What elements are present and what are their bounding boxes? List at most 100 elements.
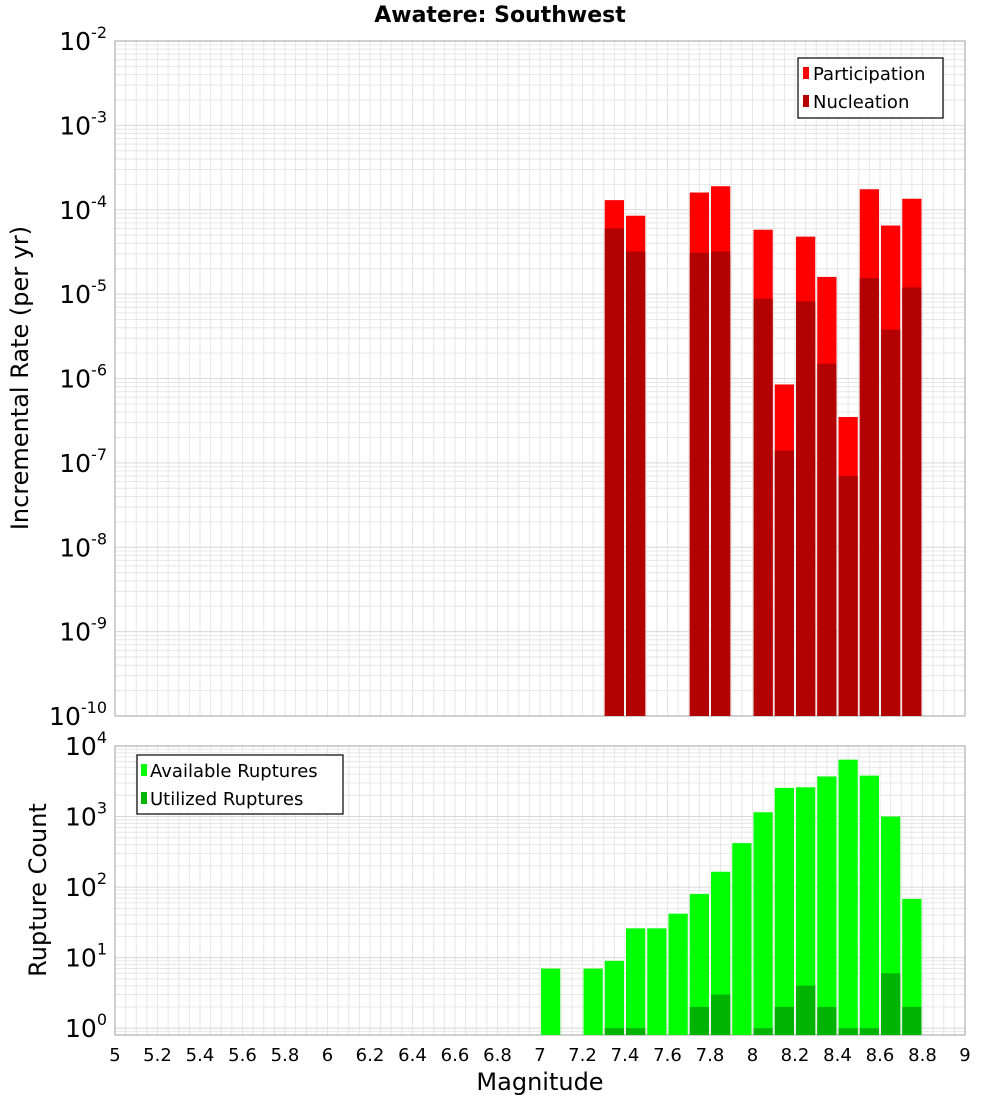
count-bar-utilized bbox=[902, 1006, 922, 1035]
chart-title: Awatere: Southwest bbox=[374, 3, 626, 28]
rate-bar-nucleation bbox=[881, 329, 901, 716]
count-bar-available bbox=[647, 928, 667, 1035]
x-tick-label: 8 bbox=[747, 1045, 758, 1066]
count-bar-available bbox=[774, 787, 794, 1035]
count-legend-box bbox=[136, 754, 344, 815]
x-tick-label: 8.2 bbox=[781, 1045, 810, 1066]
legend-swatch-nucleation bbox=[803, 95, 809, 107]
x-tick-label: 7.4 bbox=[611, 1045, 640, 1066]
x-tick-label: 6.8 bbox=[483, 1045, 512, 1066]
x-tick-label: 7.2 bbox=[568, 1045, 597, 1066]
rate-panel: 10-10 10-9 10-8 10-7 10-6 10-5 10-4 10-3 10-2 In… bbox=[6, 23, 966, 731]
x-tick-label: 6 bbox=[322, 1045, 333, 1066]
x-tick-label: 5.6 bbox=[228, 1045, 257, 1066]
count-panel-y-ticks: 100 101 102 103 104 bbox=[65, 728, 107, 1043]
rate-y-tick-label: 10-9 bbox=[59, 614, 107, 647]
x-tick-label: 8.4 bbox=[823, 1045, 852, 1066]
rate-bar-nucleation bbox=[838, 475, 858, 716]
x-tick-label: 6.2 bbox=[356, 1045, 385, 1066]
count-bar-utilized bbox=[796, 985, 816, 1035]
rate-y-axis-label: Incremental Rate (per yr) bbox=[6, 226, 34, 530]
count-bar-utilized bbox=[753, 1028, 773, 1035]
count-bar-available bbox=[583, 968, 603, 1035]
legend-swatch-utilized bbox=[141, 792, 147, 804]
x-tick-label: 8.8 bbox=[908, 1045, 937, 1066]
rate-bar-nucleation bbox=[774, 450, 794, 716]
count-bar-available bbox=[902, 898, 922, 1035]
count-bar-available bbox=[817, 776, 837, 1035]
rate-y-tick-label: 10-8 bbox=[59, 529, 107, 562]
x-tick-label: 6.6 bbox=[441, 1045, 470, 1066]
count-bar-available bbox=[711, 871, 731, 1035]
rate-y-tick-label: 10-4 bbox=[59, 192, 107, 225]
count-bar-available bbox=[604, 960, 624, 1035]
legend-label-nucleation: Nucleation bbox=[813, 92, 909, 113]
rate-panel-y-ticks: 10-10 10-9 10-8 10-7 10-6 10-5 10-4 10-3 10-2 bbox=[49, 23, 107, 731]
x-axis-label: Magnitude bbox=[476, 1068, 603, 1096]
rate-bar-nucleation bbox=[859, 278, 879, 716]
rate-y-tick-label: 10-2 bbox=[59, 23, 107, 56]
rate-legend-box bbox=[797, 57, 944, 119]
legend-label-utilized: Utilized Ruptures bbox=[150, 789, 303, 810]
count-y-tick-label: 104 bbox=[65, 728, 107, 761]
rate-bar-nucleation bbox=[711, 251, 731, 716]
count-bar-available bbox=[626, 928, 646, 1035]
count-bar-available bbox=[859, 775, 879, 1035]
rate-bar-nucleation bbox=[796, 301, 816, 716]
count-y-tick-label: 101 bbox=[65, 940, 107, 973]
count-bar-available bbox=[541, 968, 561, 1035]
rate-bar-nucleation bbox=[604, 228, 624, 716]
count-bar-available bbox=[668, 913, 688, 1035]
legend-label-participation: Participation bbox=[813, 64, 925, 85]
count-bar-utilized bbox=[774, 1006, 794, 1035]
x-tick-label: 7.8 bbox=[696, 1045, 725, 1066]
rate-panel-grid bbox=[114, 40, 966, 717]
x-tick-label: 8.6 bbox=[866, 1045, 895, 1066]
x-tick-label: 5.4 bbox=[186, 1045, 215, 1066]
count-bar-utilized bbox=[881, 973, 901, 1035]
rate-bar-nucleation bbox=[753, 298, 773, 716]
count-bar-available bbox=[838, 759, 858, 1035]
rate-y-tick-label: 10-3 bbox=[59, 107, 107, 140]
count-bar-utilized bbox=[859, 1028, 879, 1035]
rate-bar-nucleation bbox=[689, 252, 709, 716]
count-bar-utilized bbox=[689, 1006, 709, 1035]
legend-label-available: Available Ruptures bbox=[150, 761, 318, 782]
count-bar-utilized bbox=[604, 1028, 624, 1035]
count-panel-frame bbox=[114, 745, 966, 1036]
rate-y-tick-label: 10-7 bbox=[59, 445, 107, 478]
rate-bar-nucleation bbox=[626, 251, 646, 716]
count-bar-utilized bbox=[626, 1028, 646, 1035]
x-tick-label: 7.6 bbox=[653, 1045, 682, 1066]
rate-y-tick-label: 10-5 bbox=[59, 276, 107, 309]
x-tick-label: 5 bbox=[109, 1045, 120, 1066]
count-bar-utilized bbox=[838, 1028, 858, 1035]
count-bar-available bbox=[732, 843, 752, 1035]
count-y-tick-label: 100 bbox=[65, 1010, 107, 1043]
x-tick-label: 7 bbox=[534, 1045, 545, 1066]
x-axis-ticks: 5 5.2 5.4 5.6 5.8 6 6.2 6.4 6.6 6.8 7 7.2 7.4 7.6 7.8 8… bbox=[109, 1045, 970, 1066]
rate-bar-nucleation bbox=[902, 287, 922, 716]
count-panel: 100 101 102 103 104 5 5.2 5.4 5.6 5.8 6 6.2 6.4 6.6 6… bbox=[24, 728, 971, 1096]
x-tick-label: 9 bbox=[959, 1045, 970, 1066]
count-y-tick-label: 102 bbox=[65, 869, 107, 902]
count-bar-available bbox=[796, 787, 816, 1035]
count-bar-utilized bbox=[817, 1006, 837, 1035]
rate-y-tick-label: 10-10 bbox=[49, 698, 107, 731]
count-bar-utilized bbox=[711, 994, 731, 1035]
x-tick-label: 6.4 bbox=[398, 1045, 427, 1066]
legend-swatch-available bbox=[141, 764, 147, 776]
count-panel-bars bbox=[541, 759, 922, 1035]
rate-panel-frame bbox=[114, 40, 966, 717]
rate-panel-bars bbox=[604, 186, 922, 717]
count-y-tick-label: 103 bbox=[65, 799, 107, 832]
count-y-axis-label: Rupture Count bbox=[24, 803, 52, 977]
rate-bar-nucleation bbox=[817, 363, 837, 716]
count-bar-available bbox=[753, 812, 773, 1035]
rate-legend: Participation Nucleation bbox=[797, 57, 944, 119]
x-tick-label: 5.2 bbox=[143, 1045, 172, 1066]
legend-swatch-participation bbox=[803, 67, 809, 79]
count-legend: Available Ruptures Utilized Ruptures bbox=[136, 754, 344, 815]
rate-y-tick-label: 10-6 bbox=[59, 361, 107, 394]
